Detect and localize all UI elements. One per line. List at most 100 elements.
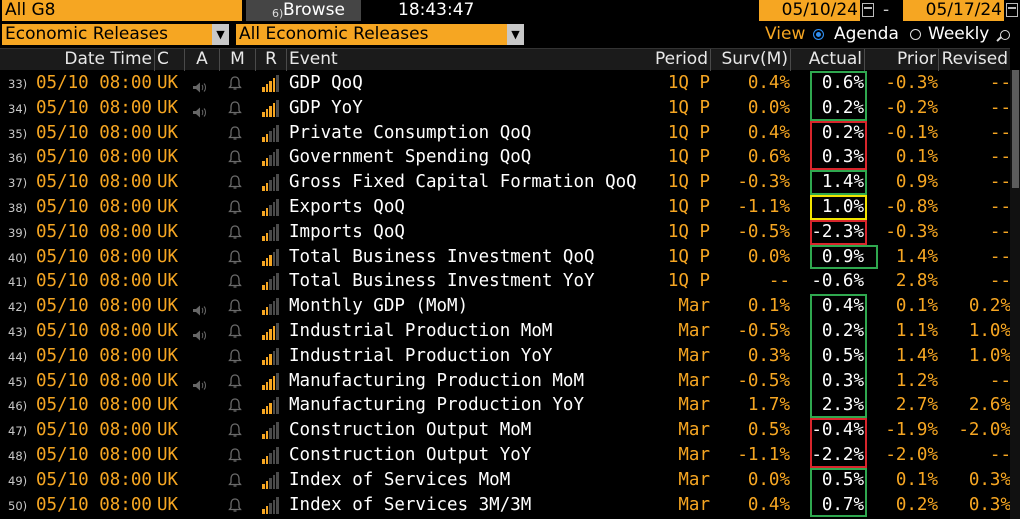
bell-icon[interactable] xyxy=(228,125,242,141)
table-row[interactable]: 39) 05/10 08:00 UK Imports QoQ 1Q P -0.5% -2.3… xyxy=(0,220,1011,245)
col-audio[interactable]: A xyxy=(184,49,219,71)
bell-icon[interactable] xyxy=(228,423,242,438)
revised-value: -- xyxy=(989,370,1011,391)
bell-icon[interactable] xyxy=(228,225,242,240)
revised-value: -- xyxy=(989,172,1011,193)
calendar-icon[interactable] xyxy=(862,3,874,17)
col-event[interactable]: Event xyxy=(286,49,640,71)
event-name[interactable]: Total Business Investment QoQ xyxy=(289,246,595,267)
revised-value: 0.3% xyxy=(968,469,1011,490)
event-name[interactable]: Index of Services 3M/3M xyxy=(289,494,532,515)
agenda-radio[interactable] xyxy=(813,29,824,40)
bell-icon[interactable] xyxy=(228,448,242,463)
event-name[interactable]: GDP QoQ xyxy=(289,73,363,93)
start-date-field[interactable]: 05/10/24 xyxy=(759,0,860,21)
speaker-icon[interactable] xyxy=(193,301,206,316)
event-name[interactable]: Index of Services MoM xyxy=(289,469,511,490)
speaker-icon[interactable] xyxy=(193,103,206,118)
table-row[interactable]: 37) 05/10 08:00 UK Gross Fixed Capital Form… xyxy=(0,170,1011,195)
survey-value: -0.5% xyxy=(737,320,790,341)
speaker-icon[interactable] xyxy=(193,326,206,341)
event-name[interactable]: Industrial Production YoY xyxy=(289,345,553,366)
col-actual[interactable]: Actual xyxy=(790,49,864,71)
table-row[interactable]: 50) 05/10 08:00 UK Index of Services 3M/3M M… xyxy=(0,493,1011,518)
table-row[interactable]: 44) 05/10 08:00 UK Industrial Production Yo… xyxy=(0,344,1011,369)
bell-icon[interactable] xyxy=(228,200,242,215)
event-name[interactable]: Gross Fixed Capital Formation QoQ xyxy=(289,172,637,193)
table-row[interactable]: 40) 05/10 08:00 UK Total Business Investmen… xyxy=(0,245,1011,270)
event-name[interactable]: Monthly GDP (MoM) xyxy=(289,296,469,317)
bell-icon[interactable] xyxy=(228,324,242,339)
event-name[interactable]: Manufacturing Production YoY xyxy=(289,395,585,416)
bell-icon[interactable] xyxy=(228,175,242,190)
scrollbar-thumb[interactable] xyxy=(1012,70,1019,188)
dropdown-arrow-icon[interactable]: ▼ xyxy=(507,24,524,45)
event-name[interactable]: Private Consumption QoQ xyxy=(289,122,532,143)
group-selector[interactable]: All G8 xyxy=(2,0,242,21)
event-name[interactable]: Industrial Production MoM xyxy=(289,320,553,341)
speaker-icon[interactable] xyxy=(193,376,206,391)
calendar-icon[interactable] xyxy=(1006,3,1018,17)
bell-icon[interactable] xyxy=(228,249,242,265)
table-row[interactable]: 48) 05/10 08:00 UK Construction Output YoY M… xyxy=(0,443,1011,468)
scrollbar[interactable] xyxy=(1010,70,1020,519)
table-row[interactable]: 45) 05/10 08:00 UK Manufacturing Production… xyxy=(0,369,1011,394)
weekly-radio[interactable] xyxy=(910,29,921,40)
speaker-icon[interactable] xyxy=(193,78,206,93)
bell-icon[interactable] xyxy=(228,398,242,413)
period-value: Mar xyxy=(678,296,710,317)
event-name[interactable]: Construction Output YoY xyxy=(289,444,532,465)
col-relevance[interactable]: R xyxy=(255,49,286,71)
bell-icon[interactable] xyxy=(228,497,242,513)
prior-value: 2.8% xyxy=(895,271,938,292)
event-name[interactable]: Exports QoQ xyxy=(289,196,405,217)
end-date-field[interactable]: 05/17/24 xyxy=(903,0,1004,21)
event-name[interactable]: Manufacturing Production MoM xyxy=(289,370,585,391)
table-row[interactable]: 38) 05/10 08:00 UK Exports QoQ 1Q P -1.1% 1.0%… xyxy=(0,195,1011,220)
bell-icon[interactable] xyxy=(228,76,242,91)
table-row[interactable]: 49) 05/10 08:00 UK Index of Services MoM Mar… xyxy=(0,468,1011,493)
event-name[interactable]: Total Business Investment YoY xyxy=(289,271,595,292)
dropdown-arrow-icon[interactable]: ▼ xyxy=(212,24,229,45)
bell-icon[interactable] xyxy=(228,299,242,314)
release-datetime: 05/10 08:00 xyxy=(36,196,152,217)
actual-value: -2.2% xyxy=(811,444,864,465)
release-subtype-dropdown[interactable]: All Economic Releases ▼ xyxy=(236,24,524,45)
table-row[interactable]: 41) 05/10 08:00 UK Total Business Investmen… xyxy=(0,269,1011,294)
col-prior[interactable]: Prior xyxy=(864,49,938,71)
event-name[interactable]: GDP YoY xyxy=(289,97,363,118)
table-row[interactable]: 42) 05/10 08:00 UK Monthly GDP (MoM) Mar 0.1%… xyxy=(0,294,1011,319)
release-datetime: 05/10 08:00 xyxy=(36,320,152,341)
bell-icon[interactable] xyxy=(228,274,242,289)
country-code: UK xyxy=(157,420,179,441)
bell-icon[interactable] xyxy=(228,150,242,165)
table-row[interactable]: 46) 05/10 08:00 UK Manufacturing Production… xyxy=(0,393,1011,418)
browse-button[interactable]: 6) Browse xyxy=(246,0,361,21)
col-country[interactable]: C xyxy=(154,49,184,71)
event-name[interactable]: Government Spending QoQ xyxy=(289,147,532,168)
zoom-icon[interactable] xyxy=(1000,30,1010,40)
event-name[interactable]: Construction Output MoM xyxy=(289,420,532,441)
bell-icon[interactable] xyxy=(228,349,242,364)
relevance-bars-icon xyxy=(262,298,280,316)
bell-icon[interactable] xyxy=(228,101,242,116)
table-row[interactable]: 34) 05/10 08:00 UK GDP YoY 1Q P 0.0% 0.2% -0.2%… xyxy=(0,96,1011,121)
col-date-time[interactable]: Date Time xyxy=(64,49,152,69)
event-name[interactable]: Imports QoQ xyxy=(289,221,405,242)
bell-icon[interactable] xyxy=(228,473,242,488)
table-row[interactable]: 35) 05/10 08:00 UK Private Consumption QoQ 1… xyxy=(0,121,1011,146)
col-alert[interactable]: M xyxy=(219,49,255,71)
weekly-label[interactable]: Weekly xyxy=(928,24,990,44)
actual-value: 0.5% xyxy=(821,345,864,366)
bell-icon[interactable] xyxy=(228,373,242,389)
agenda-label[interactable]: Agenda xyxy=(834,24,899,44)
col-revised[interactable]: Revised xyxy=(938,49,1010,71)
col-survey[interactable]: Surv(M) xyxy=(710,49,790,71)
col-period[interactable]: Period xyxy=(654,49,708,69)
revised-value: 2.6% xyxy=(968,395,1011,416)
table-row[interactable]: 47) 05/10 08:00 UK Construction Output MoM M… xyxy=(0,418,1011,443)
release-type-dropdown[interactable]: Economic Releases ▼ xyxy=(2,24,229,45)
table-row[interactable]: 36) 05/10 08:00 UK Government Spending QoQ 1… xyxy=(0,145,1011,170)
table-row[interactable]: 33) 05/10 08:00 UK GDP QoQ 1Q P 0.4% 0.6% -0.3%… xyxy=(0,71,1011,96)
table-row[interactable]: 43) 05/10 08:00 UK Industrial Production Mo… xyxy=(0,319,1011,344)
